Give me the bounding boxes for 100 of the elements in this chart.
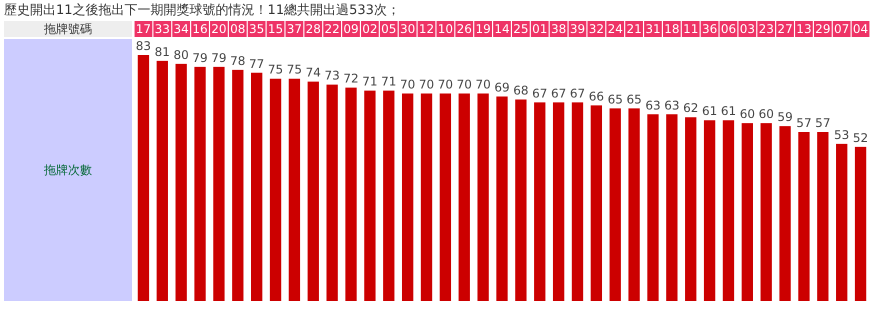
bar — [572, 102, 584, 301]
x-tick-label: 30 — [400, 22, 416, 36]
bar — [270, 78, 282, 301]
data-label: 81 — [154, 44, 170, 59]
data-label: 63 — [645, 98, 661, 112]
x-tick-label: 32 — [588, 22, 604, 36]
bar — [308, 82, 319, 301]
x-tick-label: 08 — [230, 22, 246, 36]
data-label: 75 — [286, 62, 302, 77]
data-label: 68 — [513, 83, 529, 98]
x-tick-label: 39 — [570, 22, 586, 36]
data-label: 57 — [796, 116, 812, 130]
bar — [836, 144, 848, 301]
bar — [458, 94, 470, 301]
bar — [194, 66, 206, 301]
x-tick-label: 13 — [796, 22, 812, 36]
x-tick-label: 29 — [815, 22, 830, 36]
x-tick-label: 28 — [306, 22, 321, 36]
x-axis-title: 拖牌號碼 — [43, 22, 92, 36]
x-tick-label: 25 — [513, 22, 529, 36]
bar — [854, 146, 866, 301]
x-tick-label: 18 — [664, 22, 680, 36]
x-tick-label: 21 — [626, 22, 642, 36]
data-label: 61 — [720, 104, 736, 118]
data-label: 59 — [777, 110, 793, 124]
x-tick-label: 10 — [438, 22, 454, 36]
data-label: 67 — [570, 86, 586, 100]
x-tick-label: 15 — [268, 22, 284, 36]
data-label: 75 — [268, 62, 284, 77]
data-label: 83 — [136, 39, 152, 53]
x-tick-label: 24 — [608, 22, 623, 36]
bar — [213, 66, 225, 301]
bar — [515, 99, 527, 301]
bar — [647, 114, 659, 301]
data-label: 79 — [211, 50, 227, 65]
x-tick-label: 35 — [249, 22, 264, 36]
bar — [610, 108, 621, 301]
x-tick-label: 27 — [777, 22, 793, 36]
bar — [666, 114, 678, 301]
data-label: 71 — [381, 74, 396, 89]
bar — [176, 64, 187, 301]
data-label: 70 — [418, 78, 434, 92]
bar — [722, 120, 734, 301]
x-tick-label: 26 — [456, 22, 472, 36]
x-tick-label: 07 — [834, 22, 850, 36]
data-label: 63 — [664, 98, 680, 112]
x-tick-label: 05 — [381, 22, 396, 36]
data-label: 61 — [702, 104, 718, 118]
x-tick-label: 01 — [532, 22, 548, 36]
x-tick-label: 37 — [286, 22, 302, 36]
data-label: 77 — [249, 56, 264, 71]
x-tick-label: 16 — [192, 22, 208, 36]
chart-title: 歷史開出11之後拖出下一期開獎球號的情況！11總共開出過533次； — [4, 3, 400, 18]
data-label: 70 — [438, 78, 454, 92]
bar — [742, 123, 753, 301]
data-label: 71 — [362, 74, 378, 89]
bar — [760, 123, 772, 301]
data-label: 60 — [740, 107, 755, 122]
x-tick-label: 17 — [136, 22, 152, 36]
bar — [534, 102, 546, 301]
x-tick-label: 09 — [343, 22, 359, 36]
bar — [345, 88, 357, 301]
data-label: 70 — [475, 78, 491, 92]
bar — [590, 105, 602, 301]
data-label: 52 — [852, 130, 868, 145]
bar — [552, 102, 564, 301]
x-tick-label: 36 — [702, 22, 718, 36]
data-label: 60 — [758, 107, 774, 122]
data-label: 72 — [343, 72, 359, 86]
data-label: 66 — [588, 89, 604, 104]
x-tick-label: 11 — [683, 22, 698, 36]
bar — [704, 120, 716, 301]
x-tick-label: 12 — [418, 22, 434, 36]
x-tick-label: 20 — [211, 22, 227, 36]
x-tick-label: 34 — [174, 22, 189, 36]
y-axis-title: 拖牌次數 — [43, 163, 92, 177]
bar — [326, 84, 338, 301]
bar — [798, 132, 810, 301]
data-label: 53 — [834, 128, 850, 142]
data-label: 74 — [306, 66, 321, 80]
bar — [232, 70, 244, 301]
bar — [383, 90, 394, 301]
data-label: 67 — [550, 86, 566, 100]
bar — [420, 94, 432, 301]
data-label: 73 — [324, 68, 340, 83]
x-tick-label: 31 — [645, 22, 661, 36]
x-tick-label: 03 — [740, 22, 755, 36]
data-label: 79 — [192, 50, 208, 65]
x-tick-label: 14 — [494, 22, 510, 36]
data-label: 65 — [608, 92, 623, 106]
x-tick-label: 19 — [475, 22, 491, 36]
bar — [496, 96, 508, 301]
bar — [402, 94, 414, 301]
x-tick-label: 22 — [324, 22, 340, 36]
bar — [685, 117, 696, 301]
x-tick-label: 02 — [362, 22, 378, 36]
bar — [288, 78, 300, 301]
bar — [817, 132, 828, 301]
x-tick-label: 38 — [550, 22, 566, 36]
data-label: 62 — [683, 101, 698, 116]
